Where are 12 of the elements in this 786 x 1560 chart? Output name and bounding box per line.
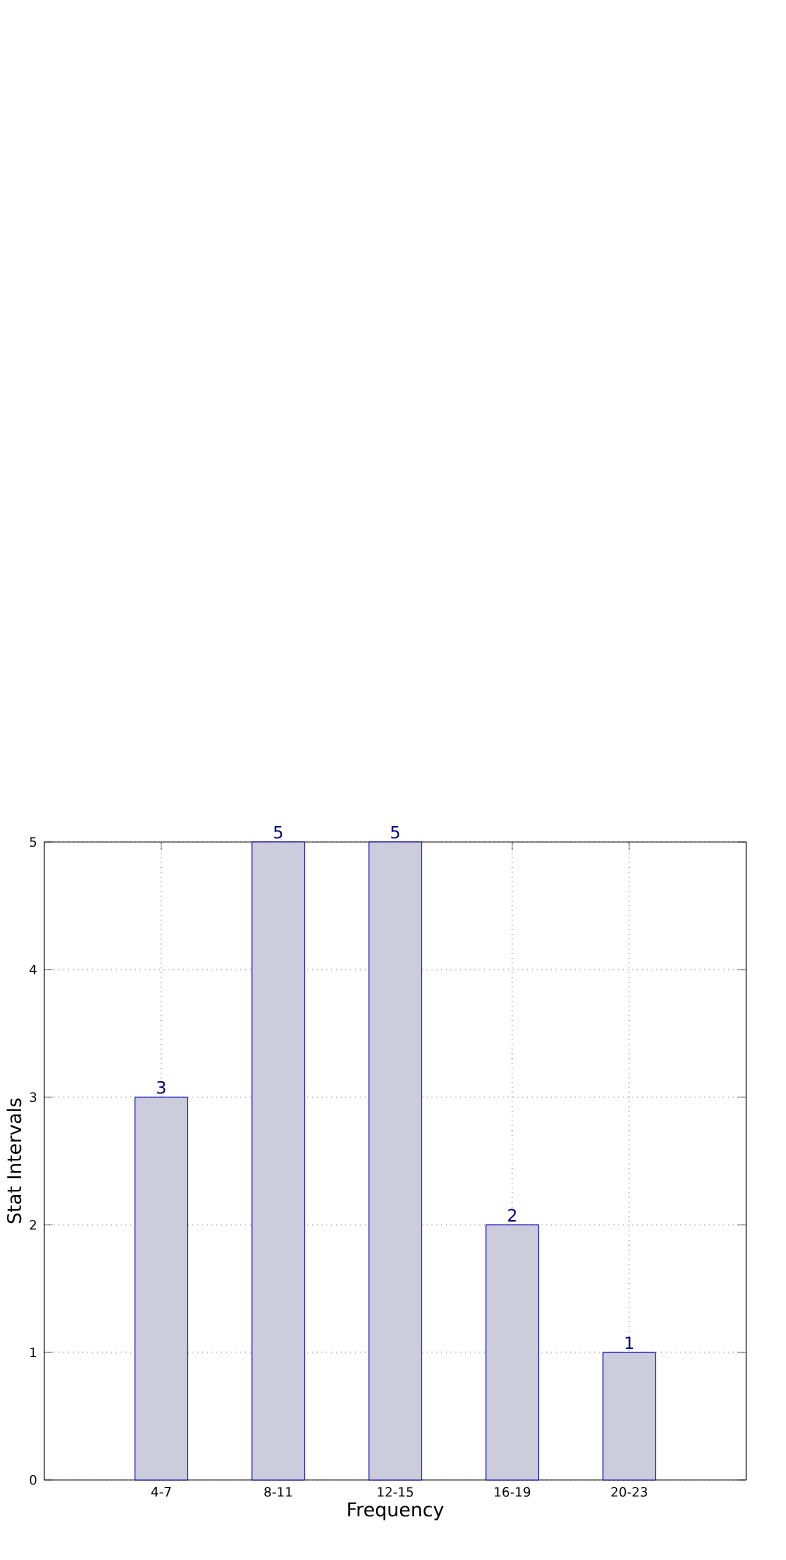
x-axis-title: Frequency — [348, 1502, 444, 1521]
bar — [251, 841, 305, 1481]
bar — [602, 1351, 656, 1481]
bar — [134, 1096, 188, 1481]
data-label: 5 — [274, 826, 283, 839]
data-label: 2 — [507, 1208, 516, 1222]
bar — [485, 1224, 539, 1481]
data-label: 3 — [157, 1081, 166, 1094]
bar — [368, 841, 422, 1481]
y-axis-title: Stat Intervals — [6, 1098, 22, 1224]
data-label: 5 — [391, 826, 400, 839]
data-label: 1 — [625, 1336, 633, 1349]
